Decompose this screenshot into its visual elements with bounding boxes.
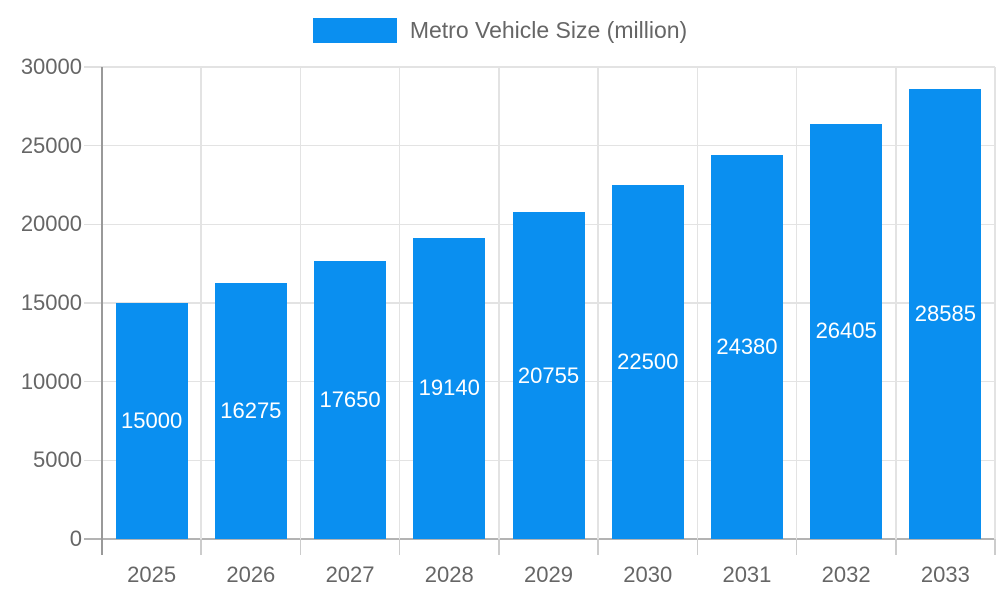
bar-value-label: 16275 [220, 397, 282, 423]
bar-2026[interactable] [214, 282, 287, 539]
y-axis-tick-label: 0 [69, 526, 82, 551]
legend-swatch [312, 18, 397, 43]
bar-value-label: 17650 [319, 387, 381, 413]
x-gridline [200, 67, 202, 539]
x-axis-tick-label: 2026 [226, 562, 276, 587]
x-gridline [994, 67, 996, 539]
bar-2032[interactable] [810, 123, 883, 539]
x-axis-tick [994, 539, 996, 555]
x-axis-tick [696, 539, 699, 555]
y-axis-tick [84, 223, 102, 226]
x-axis-tick-label: 2031 [722, 562, 772, 587]
x-axis-tick-label: 2025 [127, 562, 177, 587]
legend-label: Metro Vehicle Size (million) [409, 17, 688, 43]
x-axis-tick [200, 539, 202, 555]
x-axis-tick [299, 539, 302, 555]
x-axis-tick [398, 539, 401, 555]
y-gridline [102, 66, 995, 68]
y-axis-tick-label: 5000 [33, 447, 82, 473]
x-axis-tick-label: 2030 [623, 562, 673, 587]
bar-2031[interactable] [710, 155, 783, 539]
bar-2027[interactable] [314, 261, 387, 539]
x-axis-tick-label: 2028 [424, 562, 474, 587]
x-gridline [795, 67, 798, 539]
bar-value-label: 26405 [815, 318, 877, 344]
x-axis-zero-line [84, 538, 995, 540]
bar-2033[interactable] [909, 89, 982, 539]
bar-value-label: 20755 [517, 362, 580, 388]
y-axis-tick [84, 302, 102, 304]
x-gridline [696, 67, 699, 539]
x-axis-tick [795, 539, 798, 555]
y-axis-tick [84, 144, 102, 147]
x-gridline [498, 67, 500, 539]
x-axis-tick-label: 2029 [524, 562, 573, 587]
y-axis-tick-label: 25000 [20, 132, 82, 158]
y-axis-tick-label: 10000 [20, 368, 82, 394]
x-gridline [597, 67, 599, 539]
bar-2028[interactable] [413, 237, 486, 539]
x-axis-tick [597, 539, 599, 555]
x-gridline [895, 67, 897, 539]
y-axis-tick [84, 380, 102, 383]
bar-2025[interactable] [115, 303, 188, 539]
y-gridline [102, 144, 995, 147]
y-axis-tick [84, 459, 102, 462]
x-axis-tick-label: 2032 [821, 562, 871, 587]
bar-value-label: 22500 [617, 349, 679, 374]
x-axis-tick-label: 2033 [920, 562, 970, 587]
x-gridline [299, 67, 302, 539]
bar-value-label: 24380 [716, 334, 778, 360]
y-axis-line [101, 67, 103, 555]
bar-value-label: 15000 [121, 408, 183, 433]
bar-value-label: 19140 [418, 375, 480, 401]
x-gridline [398, 67, 401, 539]
y-axis-tick [84, 66, 102, 68]
bar-value-label: 28585 [914, 301, 976, 327]
x-axis-tick [498, 539, 500, 555]
bar-2029[interactable] [512, 212, 585, 539]
x-axis-tick [895, 539, 897, 555]
x-axis-tick-label: 2027 [325, 562, 375, 587]
y-axis-tick-label: 30000 [20, 54, 82, 79]
legend-item[interactable]: Metro Vehicle Size (million) [0, 17, 1000, 44]
y-axis-tick-label: 15000 [20, 290, 82, 315]
bar-2030[interactable] [611, 185, 684, 539]
y-axis-tick-label: 20000 [20, 211, 82, 237]
